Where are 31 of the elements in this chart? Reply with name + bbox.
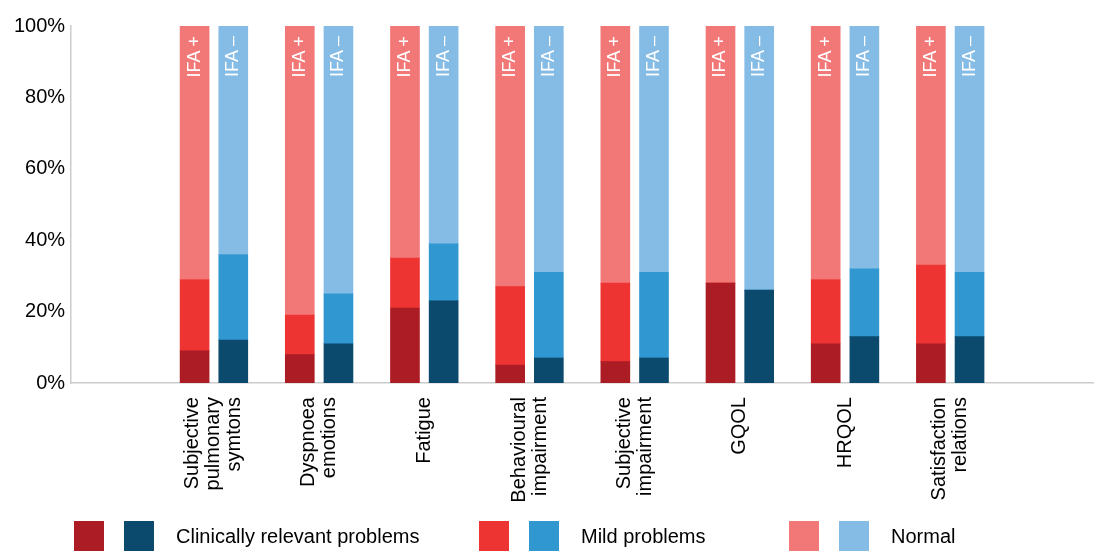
text: HRQOL	[832, 397, 855, 469]
x-tick-label: IFA –	[222, 36, 243, 78]
x-tick-label: IFA –	[537, 36, 558, 78]
x-tick-label: IFA +	[393, 36, 414, 78]
x-tick-label: IFA –	[432, 36, 453, 78]
legend-label: Mild problems	[581, 524, 706, 548]
x-tick-label: IFA +	[709, 36, 730, 78]
x-tick-label: IFA –	[642, 36, 663, 78]
y-tick-label: 100%	[14, 13, 66, 36]
x-tick-label: IFA –	[327, 36, 348, 78]
y-tick-label: 80%	[25, 84, 66, 107]
text: Subjective pulmonary symtons	[180, 397, 245, 491]
x-tick-label: IFA +	[288, 36, 309, 78]
text: Behavioural impairment	[506, 396, 550, 503]
text: Satisfaction relations	[927, 397, 971, 501]
x-tick-label: IFA –	[748, 36, 769, 78]
x-tick-label: IFA –	[853, 36, 874, 78]
x-tick-label: IFA +	[183, 36, 204, 78]
legend-label: Clinically relevant problems	[176, 524, 420, 548]
x-tick-label: IFA +	[604, 36, 625, 78]
text: GQOL	[727, 397, 750, 455]
x-tick-label: IFA +	[919, 36, 940, 78]
y-tick-label: 60%	[25, 156, 66, 179]
x-tick-label: IFA –	[958, 36, 979, 78]
y-tick-label: 0%	[36, 370, 66, 393]
legend-label: Normal	[891, 524, 956, 548]
text: Fatigue	[411, 397, 434, 464]
y-tick-label: 40%	[25, 227, 66, 250]
y-tick-label: 20%	[25, 299, 66, 322]
x-tick-label: IFA +	[814, 36, 835, 78]
x-tick-label: IFA +	[499, 36, 520, 78]
